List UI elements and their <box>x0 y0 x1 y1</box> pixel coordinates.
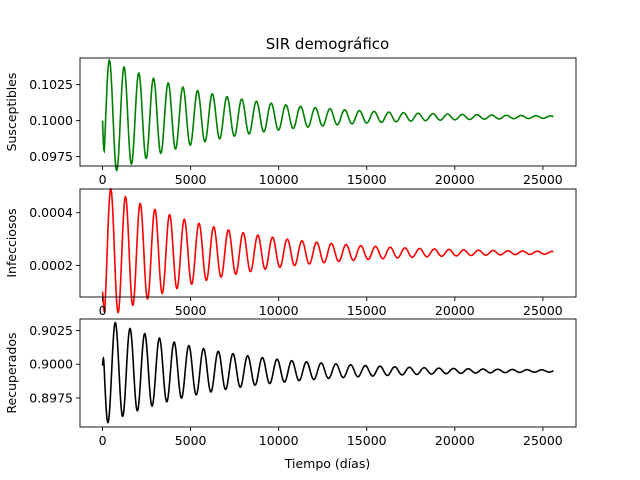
susceptibles-y-axis-label: Susceptibles <box>4 73 19 152</box>
x-tick-label: 0 <box>99 433 107 448</box>
recuperados-axes-frame <box>79 318 577 428</box>
y-tick-label: 0.0002 <box>29 258 73 273</box>
susceptibles-axes: 0 5000 10000 15000 20000 25000 0.0975 0.1000 0.1… <box>4 57 577 187</box>
x-tick-label: 25000 <box>523 433 563 448</box>
infecciosos-axes: 0 5000 10000 15000 20000 25000 0.0002 0.0004 Inf… <box>4 187 577 318</box>
x-tick-label: 20000 <box>435 433 475 448</box>
y-tick-label: 0.1025 <box>29 77 73 92</box>
x-tick-label: 10000 <box>259 172 299 187</box>
recuperados-axes: 0 5000 10000 15000 20000 25000 0.8975 0.9000 0.9… <box>4 318 577 448</box>
x-tick-label: 0 <box>99 172 107 187</box>
infecciosos-axes-frame <box>79 188 577 298</box>
x-tick-label: 5000 <box>175 303 207 318</box>
recuperados-series-line <box>101 321 554 424</box>
chart-title: SIR demográfico <box>266 35 389 53</box>
x-tick-label: 25000 <box>523 172 563 187</box>
y-tick-label: 0.9000 <box>29 357 73 372</box>
x-tick-label: 10000 <box>259 433 299 448</box>
y-tick-label: 0.8975 <box>29 390 73 405</box>
x-tick-label: 15000 <box>347 172 387 187</box>
x-tick-label: 15000 <box>347 433 387 448</box>
x-tick-label: 15000 <box>347 303 387 318</box>
infecciosos-series-line <box>101 187 554 314</box>
y-tick-label: 0.0004 <box>29 205 73 220</box>
susceptibles-axes-frame <box>79 57 577 167</box>
x-tick-label: 20000 <box>435 172 475 187</box>
y-tick-label: 0.0975 <box>29 149 73 164</box>
x-tick-label: 20000 <box>435 303 475 318</box>
y-tick-label: 0.9025 <box>29 323 73 338</box>
recuperados-y-axis-label: Recuperados <box>4 332 19 413</box>
x-tick-label: 5000 <box>175 172 207 187</box>
x-tick-label: 10000 <box>259 303 299 318</box>
x-tick-label: 5000 <box>175 433 207 448</box>
x-tick-label: 0 <box>99 303 107 318</box>
susceptibles-series-line <box>101 58 554 172</box>
y-tick-label: 0.1000 <box>29 113 73 128</box>
x-tick-label: 25000 <box>523 303 563 318</box>
infecciosos-y-axis-label: Infecciosos <box>4 208 19 277</box>
x-axis-label: Tiempo (días) <box>284 456 370 471</box>
